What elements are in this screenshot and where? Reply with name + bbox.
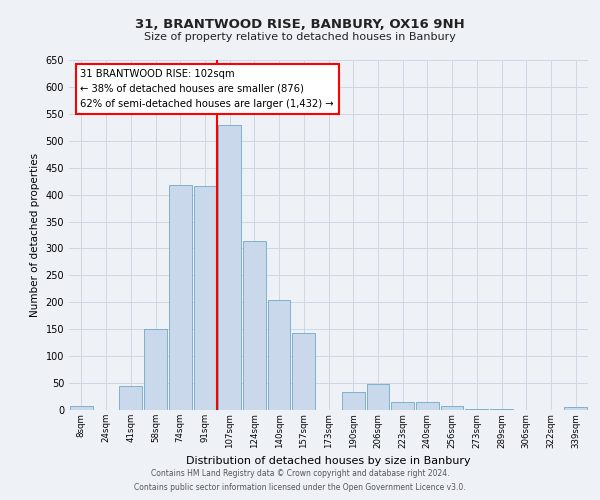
Y-axis label: Number of detached properties: Number of detached properties — [30, 153, 40, 317]
Bar — [416, 402, 439, 410]
X-axis label: Distribution of detached houses by size in Banbury: Distribution of detached houses by size … — [186, 456, 471, 466]
Bar — [144, 329, 167, 410]
Text: 31, BRANTWOOD RISE, BANBURY, OX16 9NH: 31, BRANTWOOD RISE, BANBURY, OX16 9NH — [135, 18, 465, 30]
Bar — [391, 402, 414, 410]
Bar — [564, 408, 587, 410]
Bar — [218, 124, 241, 410]
Bar — [292, 333, 315, 410]
Bar — [268, 300, 290, 410]
Bar — [441, 406, 463, 410]
Bar — [169, 186, 191, 410]
Text: 31 BRANTWOOD RISE: 102sqm
← 38% of detached houses are smaller (876)
62% of semi: 31 BRANTWOOD RISE: 102sqm ← 38% of detac… — [80, 69, 334, 109]
Text: Contains public sector information licensed under the Open Government Licence v3: Contains public sector information licen… — [134, 484, 466, 492]
Bar — [194, 186, 216, 410]
Text: Size of property relative to detached houses in Banbury: Size of property relative to detached ho… — [144, 32, 456, 42]
Bar — [119, 386, 142, 410]
Text: Contains HM Land Registry data © Crown copyright and database right 2024.: Contains HM Land Registry data © Crown c… — [151, 468, 449, 477]
Bar — [70, 406, 93, 410]
Bar — [243, 242, 266, 410]
Bar — [342, 392, 365, 410]
Bar — [466, 409, 488, 410]
Bar — [367, 384, 389, 410]
